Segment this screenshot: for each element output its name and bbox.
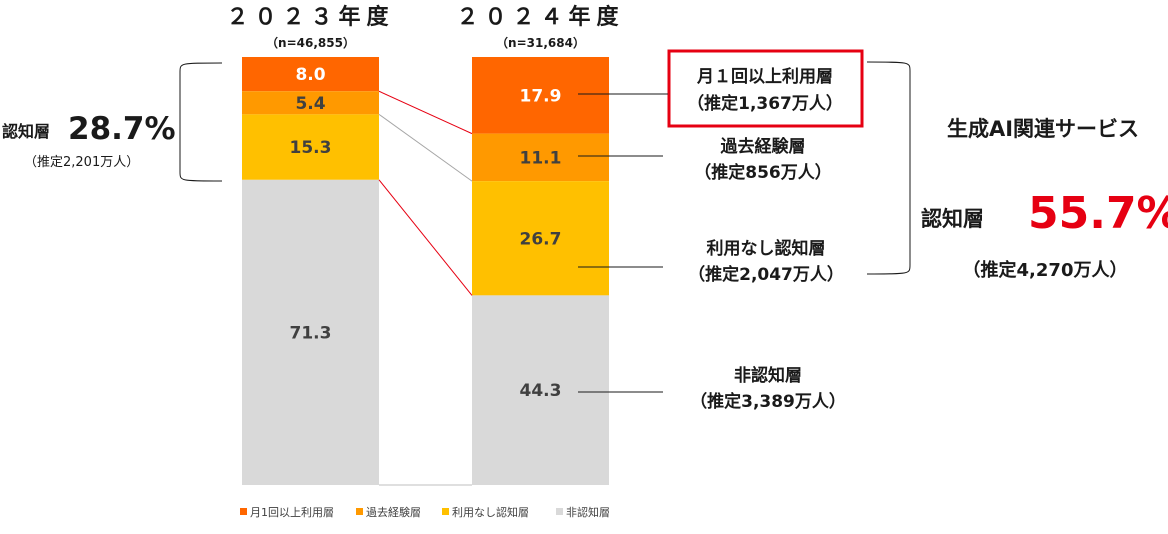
cat-estimate-unaware: （推定3,389万人） [690,391,846,412]
value-label-2024-aware-nouse: 26.7 [520,229,562,249]
value-label-2024-unaware: 44.3 [520,381,562,401]
left-bracket [179,62,223,182]
summary-value: 55.7% [1028,188,1168,239]
summary-label: 認知層 [921,207,984,231]
cat-estimate-past: （推定856万人） [694,162,832,183]
cat-label-aware-nouse: 利用なし認知層 [707,238,826,259]
value-label-2023-monthly: 8.0 [295,65,325,85]
connector-past [378,113,473,182]
year-labels-group: ２０２３年度 （n=46,855） ２０２４年度 （n=31,684） [226,4,624,50]
legend-swatch-monthly [240,508,247,515]
left-aware-estimate: （推定2,201万人） [24,155,139,170]
bar-2024-past [472,133,609,182]
bar-2024-unaware [472,295,609,485]
bar-2023-monthly [242,57,379,92]
connector-aware [378,179,473,296]
summary-estimate: （推定4,270万人） [963,259,1128,281]
legend: 月1回以上利用層 過去経験層 利用なし認知層 非認知層 [240,505,610,519]
right-bracket [866,61,911,275]
value-label-2023-aware-nouse: 15.3 [290,138,332,158]
cat-estimate-monthly: （推定1,367万人） [687,93,843,114]
value-label-2023-unaware: 71.3 [290,323,332,343]
sample-size-2023: （n=46,855） [266,35,355,50]
bar-2023-aware-nouse [242,114,379,180]
left-aware-label: 認知層 [2,122,50,141]
legend-label-unaware: 非認知層 [566,505,610,519]
sample-size-2024: （n=31,684） [496,35,585,50]
connector-monthly [378,90,473,135]
legend-label-past: 過去経験層 [366,505,421,519]
highlight-box [667,49,864,128]
year-label-2024: ２０２４年度 [456,4,624,30]
segment-labels-group: 8.0 5.4 15.3 71.3 17.9 11.1 26.7 44.3 [290,65,562,401]
category-labels-group: 月１回以上利用層 （推定1,367万人） 過去経験層 （推定856万人） 利用な… [667,49,864,412]
legend-swatch-aware-nouse [442,508,449,515]
value-label-2023-past: 5.4 [295,94,325,114]
left-aware-value: 28.7% [68,111,176,147]
value-label-2024-past: 11.1 [520,148,562,168]
pointer-lines [578,93,668,393]
year-label-2023: ２０２３年度 [226,4,394,30]
cat-label-monthly: 月１回以上利用層 [696,66,833,87]
bars-group [242,57,609,485]
value-label-2024-monthly: 17.9 [520,86,562,106]
legend-label-monthly: 月1回以上利用層 [250,506,334,519]
summary-title: 生成AI関連サービス [947,117,1139,141]
cat-label-unaware: 非認知層 [734,365,802,386]
bar-2024-aware-nouse [472,181,609,296]
cat-estimate-aware-nouse: （推定2,047万人） [688,264,844,285]
connectors-group [378,90,473,486]
legend-label-aware-nouse: 利用なし認知層 [452,505,529,519]
bar-2023-unaware [242,179,379,485]
bar-2024-monthly [472,57,609,134]
legend-swatch-past [356,508,363,515]
legend-swatch-unaware [556,508,563,515]
bar-2023-past [242,91,379,115]
cat-label-past: 過去経験層 [721,136,806,157]
